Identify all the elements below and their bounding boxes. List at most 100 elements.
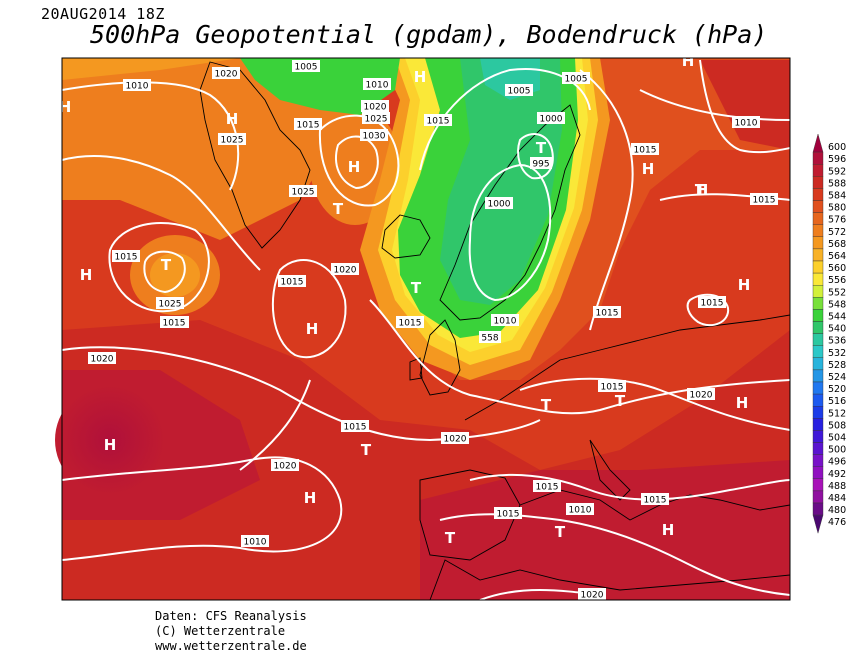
high-pressure-marker: H xyxy=(306,320,319,338)
color-scale-swatch xyxy=(812,514,824,534)
isobar-label: 1015 xyxy=(163,319,186,329)
color-scale-label: 480 xyxy=(828,505,846,516)
isobar-label: 1025 xyxy=(292,188,315,198)
isobar-label: 1025 xyxy=(221,136,244,146)
color-scale-swatch xyxy=(812,285,824,298)
map-date: 20AUG2014 18Z xyxy=(41,5,165,23)
isobar-label-box xyxy=(687,388,715,400)
isobar-label-box xyxy=(123,79,151,91)
low-pressure-marker: T xyxy=(541,396,552,414)
isobar-label-box xyxy=(218,133,246,145)
isobar-label: 1015 xyxy=(753,196,776,206)
isobar-label-box xyxy=(362,112,390,124)
low-pressure-marker: T xyxy=(333,200,344,218)
low-pressure-marker: T xyxy=(536,139,547,157)
isobar-label-box xyxy=(537,112,565,124)
color-scale-swatch xyxy=(812,466,824,480)
color-scale-label: 572 xyxy=(828,227,846,238)
color-scale-label: 560 xyxy=(828,263,846,274)
color-scale-swatch xyxy=(812,176,824,189)
color-scale-label: 552 xyxy=(828,287,846,298)
isobar-label-box xyxy=(292,60,320,72)
isobar-label: 1010 xyxy=(569,506,592,516)
color-scale-label: 516 xyxy=(828,396,846,407)
isobar-label-box xyxy=(578,588,606,600)
color-scale-swatch xyxy=(812,393,824,407)
copyright-credit: (C) Wetterzentrale xyxy=(155,624,286,638)
isobar-label-box xyxy=(698,296,726,308)
isobar-label: 558 xyxy=(481,334,498,344)
isobar-label: 1015 xyxy=(701,299,724,309)
isobar-label-box xyxy=(341,420,369,432)
isobar-label: 1015 xyxy=(344,423,367,433)
isobar-label: 1020 xyxy=(364,103,387,113)
isobar-label-box xyxy=(156,297,184,309)
isobar-label-box xyxy=(361,100,389,112)
isobar-label: 1025 xyxy=(365,115,388,125)
isobar-label-box xyxy=(331,263,359,275)
website-credit: www.wetterzentrale.de xyxy=(155,639,307,653)
low-pressure-marker: T xyxy=(695,181,706,199)
isobar-label: 1000 xyxy=(488,200,511,210)
data-source-credit: Daten: CFS Reanalysis xyxy=(155,609,307,623)
isobar-label: 995 xyxy=(532,160,549,170)
isobar-label: 1015 xyxy=(536,483,559,493)
isobar-label-box xyxy=(88,352,116,364)
isobar-label: 1015 xyxy=(427,117,450,127)
isobar-label: 1010 xyxy=(366,81,389,91)
isobar-label-box xyxy=(363,78,391,90)
color-scale-label: 508 xyxy=(828,420,846,431)
isobar-label: 1015 xyxy=(601,383,624,393)
color-scale-swatch xyxy=(812,260,824,274)
color-scale-label: 504 xyxy=(828,433,846,444)
color-scale-label: 496 xyxy=(828,457,846,468)
color-scale-swatch xyxy=(812,418,824,431)
low-pressure-marker: T xyxy=(445,529,456,547)
color-scale-swatch xyxy=(812,321,824,334)
color-scale-swatch xyxy=(812,357,824,371)
isobar-label-box xyxy=(485,197,513,209)
color-scale-swatch xyxy=(812,272,824,286)
high-pressure-marker: H xyxy=(682,52,695,70)
color-scale-label: 500 xyxy=(828,445,846,456)
color-scale-label: 532 xyxy=(828,348,846,359)
isobar-label-box xyxy=(294,118,322,130)
color-scale-swatch xyxy=(812,200,824,213)
color-scale-swatch xyxy=(812,236,824,250)
high-pressure-marker: H xyxy=(104,436,117,454)
isobar-label: 1010 xyxy=(494,317,517,327)
color-scale-swatch xyxy=(812,151,824,165)
color-scale-swatch xyxy=(812,163,824,177)
isobar-label: 1030 xyxy=(363,132,386,142)
isobar-label: 1015 xyxy=(596,309,619,319)
color-scale-label: 564 xyxy=(828,251,846,262)
high-pressure-marker: H xyxy=(736,394,749,412)
color-scale-swatch xyxy=(812,442,824,455)
high-pressure-marker: H xyxy=(696,181,709,199)
isobar-label-box xyxy=(212,67,240,79)
isobar-label: 1020 xyxy=(690,391,713,401)
isobar-label-box xyxy=(112,250,140,262)
isobar-label: 1015 xyxy=(634,146,657,156)
color-scale-swatch xyxy=(812,224,824,237)
pressure-labels: 1020 1005 1010 1010 1020 1025 1025 1015 1030 1015… xyxy=(88,60,778,601)
isobar-label-box xyxy=(631,143,659,155)
color-scale-swatch xyxy=(812,454,824,467)
color-scale-swatch xyxy=(812,212,824,225)
high-pressure-marker: H xyxy=(738,276,751,294)
color-scale-label: 588 xyxy=(828,178,846,189)
color-scale-swatch xyxy=(812,381,824,395)
color-scale-label: 524 xyxy=(828,372,846,383)
map-frame xyxy=(61,57,791,601)
isobar-label-box xyxy=(533,480,561,492)
isobar-label: 1000 xyxy=(540,115,563,125)
color-scale-swatch xyxy=(812,248,824,262)
isobar-label: 1015 xyxy=(115,253,138,263)
isobar-label: 1025 xyxy=(159,300,182,310)
isobar-label-box xyxy=(505,84,533,96)
color-scale-swatch xyxy=(812,430,824,443)
isobar-label-box xyxy=(598,380,626,392)
isobar-label: 1020 xyxy=(581,591,604,601)
color-scale-label: 576 xyxy=(828,215,846,226)
isobar-label-box xyxy=(241,535,269,547)
